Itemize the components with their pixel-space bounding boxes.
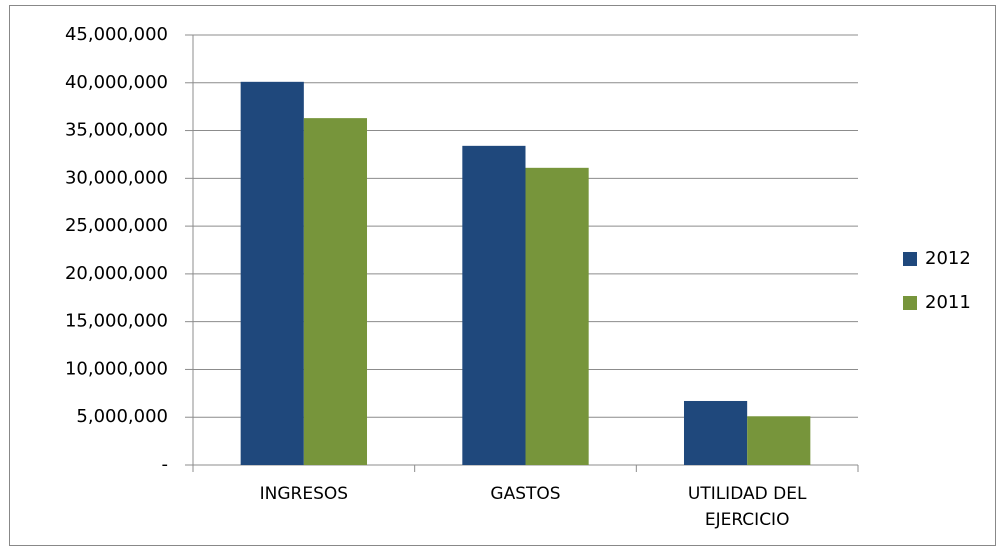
bar (462, 145, 526, 465)
y-tick-label: 15,000,000 (65, 311, 168, 332)
legend-label: 2012 (925, 248, 971, 269)
y-tick-label: 45,000,000 (65, 24, 168, 45)
y-tick-label: 35,000,000 (65, 120, 168, 141)
bar (240, 81, 304, 466)
legend-swatch (903, 252, 917, 266)
bar (747, 416, 811, 465)
y-tick-label: - (162, 454, 169, 475)
y-tick-label: 40,000,000 (65, 72, 168, 93)
y-tick-label: 30,000,000 (65, 167, 168, 188)
x-tick-label: GASTOS (490, 484, 561, 504)
x-tick-label: UTILIDAD DEL EJERCICIO (687, 484, 807, 530)
y-tick-label: 10,000,000 (65, 358, 168, 379)
x-tick-label: INGRESOS (259, 484, 349, 504)
y-tick-label: 5,000,000 (76, 406, 168, 427)
legend-swatch (903, 296, 917, 310)
y-tick-label: 25,000,000 (65, 215, 168, 236)
y-tick-label: 20,000,000 (65, 263, 168, 284)
bar (525, 167, 589, 466)
bar (683, 400, 748, 465)
bar (303, 118, 368, 465)
legend-label: 2011 (925, 292, 971, 313)
